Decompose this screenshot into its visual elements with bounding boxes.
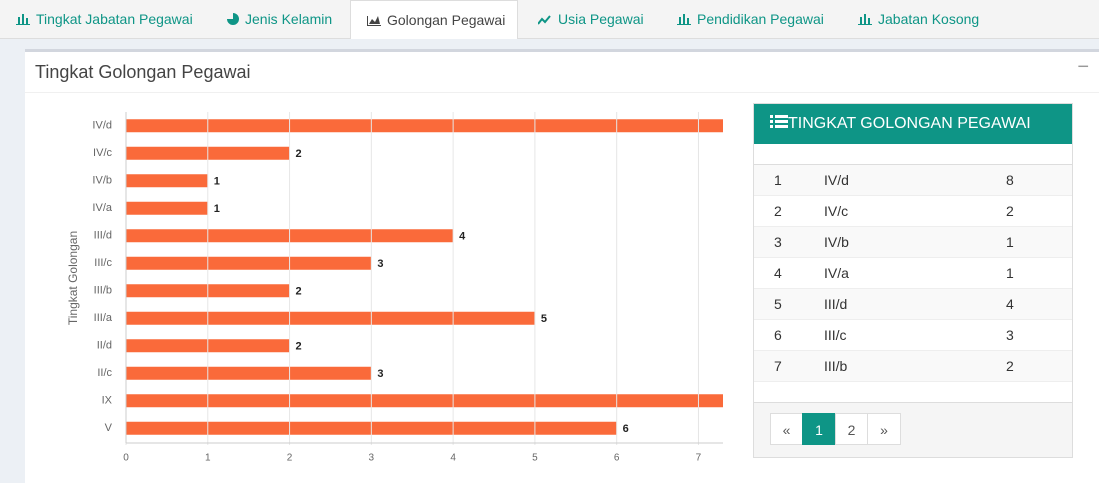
x-tick-label: 1 [205,453,211,464]
table-cell: III/b [824,350,1006,382]
table-row: 6 III/c 3 [754,319,1072,351]
table-cell: 1 [1006,226,1072,258]
table-cell: 3 [1006,319,1072,351]
table-row: 2 IV/c 2 [754,195,1072,227]
chart: Tingkat Golongan 0 1 2 3 4 5 6 7 IV/d IV/c 2 IV/b 1 I… [66,112,723,464]
table-cell: 5 [754,288,824,320]
table-cell: IV/a [824,257,1006,289]
collapse-button[interactable]: − [1077,56,1089,78]
table-row: 5 III/d 4 [754,288,1072,320]
y-tick-label: IV/d [92,120,112,132]
y-tick-label: II/d [97,340,112,352]
x-tick-label: 0 [123,453,129,464]
table-cell: 2 [1006,350,1072,382]
tab-label: Tingkat Jabatan Pegawai [36,11,193,27]
bar [126,311,535,325]
data-label: 5 [541,313,547,325]
tab-label: Usia Pegawai [558,11,644,27]
y-tick-label: III/c [94,257,112,269]
table-cell: 4 [1006,288,1072,320]
bar [126,201,208,215]
bar [126,119,723,133]
table-title: TINGKAT GOLONGAN PEGAWAI [788,115,1031,132]
table-row: 4 IV/a 1 [754,257,1072,289]
tab[interactable]: Jenis Kelamin [227,0,332,38]
separator [25,92,1099,93]
table-cell: 7 [754,350,824,382]
tab-active[interactable]: Golongan Pegawai [350,0,518,39]
y-tick-label: V [105,422,113,434]
table-cell: 1 [1006,257,1072,289]
tab-label: Jabatan Kosong [878,11,980,27]
tab[interactable]: Pendidikan Pegawai [677,0,824,38]
table-box: TINGKAT GOLONGAN PEGAWAI 1 IV/d 8 2 IV/c 2 3 IV… [753,103,1073,458]
table-row: 3 IV/b 1 [754,226,1072,258]
data-label: 1 [214,176,220,188]
tab-label: Jenis Kelamin [245,11,333,27]
y-tick-label: III/d [94,230,112,242]
table-cell: 8 [1006,164,1072,196]
data-label: 2 [296,341,302,353]
y-tick-label: III/b [94,285,112,297]
tab-label: Golongan Pegawai [387,12,506,28]
x-tick-label: 4 [450,453,456,464]
bar-group [126,119,723,435]
data-label: 3 [377,368,383,380]
table-cell: 2 [754,195,824,227]
bar [126,394,723,408]
y-tick-label: III/a [94,312,113,324]
bar [126,256,372,270]
table-cell: 2 [1006,195,1072,227]
table-cell: 3 [754,226,824,258]
page-next[interactable]: » [867,413,901,445]
bar [126,366,372,380]
table-header: TINGKAT GOLONGAN PEGAWAI [754,104,1072,144]
table-cell: 1 [754,164,824,196]
x-tick-label: 7 [696,453,702,464]
y-tick-label: IX [102,395,113,407]
y-tick-label: IV/b [92,175,112,187]
table-cell: 6 [754,319,824,351]
data-label: 2 [296,286,302,298]
data-label: 1 [214,203,220,215]
data-label: 2 [296,148,302,160]
tab-bar: Tingkat Jabatan Pegawai Jenis Kelamin Go… [0,0,1099,39]
table-cell: IV/b [824,226,1006,258]
y-tick-label: IV/c [93,147,112,159]
tab[interactable]: Usia Pegawai [538,0,644,38]
tab-label: Pendidikan Pegawai [697,11,824,27]
table-cell: IV/d [824,164,1006,196]
data-table: 1 IV/d 8 2 IV/c 2 3 IV/b 1 4 IV/a 1 5 III/d 4 6 III/c 3 7 I… [754,164,1072,382]
table-row: 7 III/b 2 [754,350,1072,382]
page-prev[interactable]: « [770,413,803,445]
x-tick-label: 6 [614,453,620,464]
tab[interactable]: Tingkat Jabatan Pegawai [16,0,193,38]
table-footer: « 1 2 » [754,402,1072,457]
table-cell: III/c [824,319,1006,351]
table-row: 1 IV/d 8 [754,164,1072,196]
panel-title: Tingkat Golongan Pegawai [35,62,251,82]
tab[interactable]: Jabatan Kosong [858,0,979,38]
data-label: 4 [459,231,466,243]
page-button[interactable]: 2 [835,413,868,445]
bar [126,174,208,188]
x-tick-label: 5 [532,453,538,464]
y-axis-label: Tingkat Golongan [66,231,80,325]
x-tick-label: 2 [287,453,293,464]
table-cell: IV/c [824,195,1006,227]
table-cell: 4 [754,257,824,289]
data-label: 3 [377,258,383,270]
data-label: 6 [623,423,629,435]
y-tick-label: IV/a [92,202,112,214]
table-cell: III/d [824,288,1006,320]
page-button[interactable]: 1 [802,413,836,445]
y-tick-label: II/c [97,367,112,379]
x-tick-label: 3 [369,453,375,464]
